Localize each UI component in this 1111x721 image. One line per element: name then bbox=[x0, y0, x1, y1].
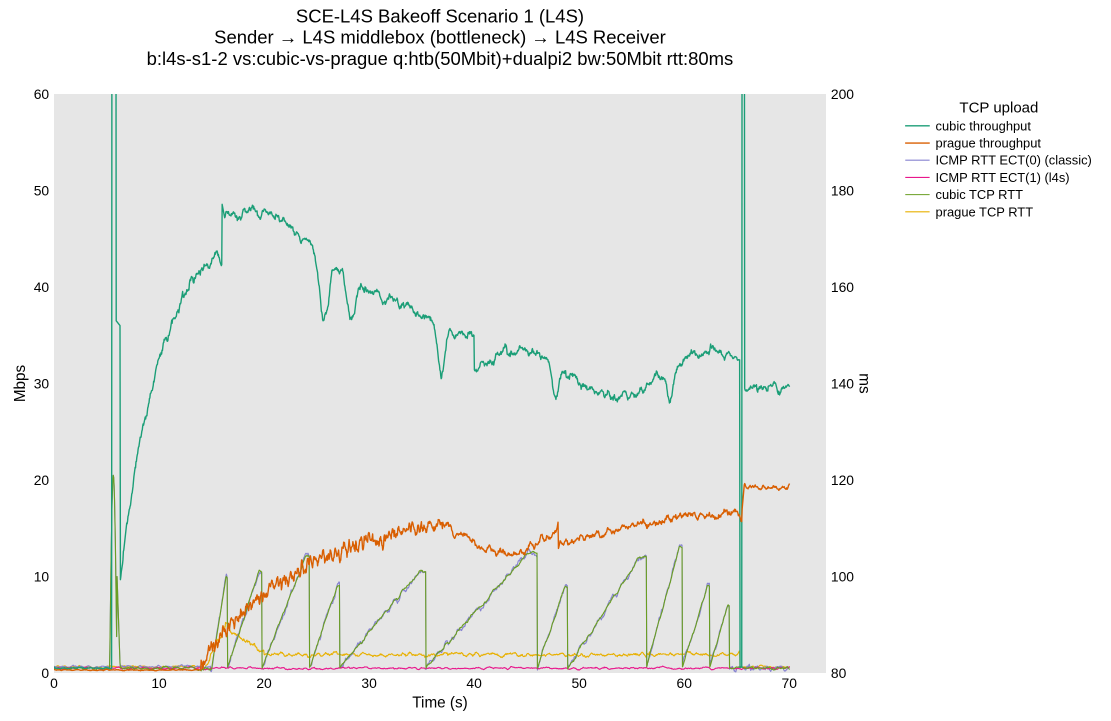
svg-text:140: 140 bbox=[831, 376, 854, 392]
svg-text:Sender → L4S middlebox (bottle: Sender → L4S middlebox (bottleneck) → L4… bbox=[214, 27, 666, 48]
svg-text:80: 80 bbox=[831, 665, 847, 681]
svg-text:120: 120 bbox=[831, 472, 854, 488]
svg-text:30: 30 bbox=[361, 675, 377, 691]
svg-text:30: 30 bbox=[34, 376, 50, 392]
svg-text:180: 180 bbox=[831, 183, 854, 199]
svg-text:SCE-L4S Bakeoff Scenario 1 (L4: SCE-L4S Bakeoff Scenario 1 (L4S) bbox=[296, 5, 584, 26]
svg-text:b:l4s-s1-2 vs:cubic-vs-prague: b:l4s-s1-2 vs:cubic-vs-prague q:htb(50Mb… bbox=[147, 48, 734, 69]
svg-text:prague throughput: prague throughput bbox=[936, 136, 1042, 151]
svg-text:prague TCP RTT: prague TCP RTT bbox=[936, 204, 1034, 219]
svg-text:100: 100 bbox=[831, 569, 854, 585]
svg-text:Time (s): Time (s) bbox=[412, 694, 467, 711]
svg-text:ms: ms bbox=[856, 373, 873, 394]
svg-text:cubic throughput: cubic throughput bbox=[936, 118, 1032, 133]
svg-text:ICMP RTT ECT(0) (classic): ICMP RTT ECT(0) (classic) bbox=[936, 153, 1092, 168]
svg-text:160: 160 bbox=[831, 279, 854, 295]
svg-text:70: 70 bbox=[782, 675, 798, 691]
svg-text:0: 0 bbox=[41, 665, 49, 681]
svg-text:40: 40 bbox=[34, 279, 50, 295]
svg-text:10: 10 bbox=[34, 569, 50, 585]
svg-text:40: 40 bbox=[466, 675, 482, 691]
svg-text:60: 60 bbox=[34, 86, 50, 102]
svg-text:50: 50 bbox=[571, 675, 587, 691]
svg-text:20: 20 bbox=[34, 472, 50, 488]
svg-text:TCP upload: TCP upload bbox=[959, 100, 1038, 117]
svg-text:cubic TCP RTT: cubic TCP RTT bbox=[936, 187, 1024, 202]
svg-text:10: 10 bbox=[151, 675, 167, 691]
svg-text:ICMP RTT ECT(1) (l4s): ICMP RTT ECT(1) (l4s) bbox=[936, 170, 1070, 185]
svg-text:20: 20 bbox=[256, 675, 272, 691]
svg-text:0: 0 bbox=[50, 675, 58, 691]
svg-text:200: 200 bbox=[831, 86, 854, 102]
svg-text:50: 50 bbox=[34, 183, 50, 199]
svg-text:60: 60 bbox=[676, 675, 692, 691]
svg-text:Mbps: Mbps bbox=[12, 364, 29, 402]
